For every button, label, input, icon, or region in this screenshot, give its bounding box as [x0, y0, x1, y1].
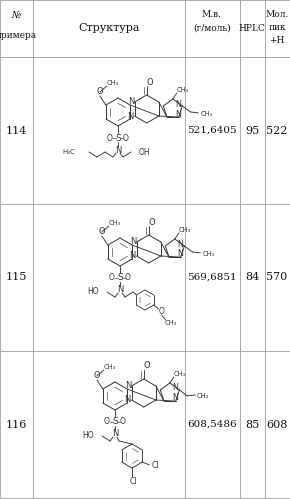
Text: O: O: [94, 370, 100, 380]
Text: Cl: Cl: [129, 477, 137, 486]
Bar: [265, 0, 290, 57]
Text: пик: пик: [268, 22, 286, 31]
Text: Cl: Cl: [152, 462, 159, 471]
Text: O: O: [146, 77, 153, 86]
Text: N: N: [129, 251, 136, 260]
Bar: [240, 204, 265, 351]
Text: N: N: [175, 99, 181, 108]
Text: CH₃: CH₃: [174, 371, 186, 377]
Bar: [33, 204, 185, 351]
Text: HO: HO: [82, 432, 94, 441]
Bar: [265, 57, 290, 204]
Text: 114: 114: [5, 126, 27, 136]
Text: 570: 570: [267, 272, 288, 282]
Text: O: O: [159, 307, 165, 316]
Text: O: O: [107, 134, 113, 143]
Bar: [185, 57, 240, 204]
Bar: [0, 0, 33, 57]
Bar: [185, 0, 240, 57]
Text: (г/моль): (г/моль): [193, 23, 231, 32]
Text: CH₃: CH₃: [177, 87, 189, 93]
Bar: [265, 204, 290, 351]
Bar: [0, 204, 33, 351]
Text: O: O: [123, 134, 129, 143]
Bar: [240, 351, 265, 498]
Text: +H: +H: [269, 35, 285, 44]
Text: O: O: [148, 218, 155, 227]
Bar: [0, 57, 33, 204]
Text: N: N: [124, 396, 131, 405]
Text: 116: 116: [5, 420, 27, 430]
Bar: [33, 351, 185, 498]
Text: №: №: [11, 10, 21, 19]
Text: N: N: [127, 111, 134, 120]
Bar: [0, 351, 33, 498]
Text: Мол.: Мол.: [265, 9, 289, 18]
Text: CH₃: CH₃: [179, 227, 191, 233]
Text: N: N: [112, 430, 118, 439]
Text: CH₃: CH₃: [202, 251, 214, 257]
Bar: [240, 57, 265, 204]
Bar: [33, 0, 185, 57]
Text: Структура: Структура: [78, 23, 140, 33]
Text: N: N: [175, 109, 181, 118]
Text: O: O: [143, 361, 150, 370]
Text: S: S: [117, 273, 123, 282]
Text: O: O: [104, 418, 110, 427]
Bar: [33, 57, 185, 204]
Text: 115: 115: [5, 272, 27, 282]
Text: CH₃: CH₃: [107, 80, 119, 86]
Text: N: N: [172, 394, 178, 403]
Text: N: N: [130, 237, 137, 246]
Text: H₃C: H₃C: [62, 149, 75, 155]
Text: 522: 522: [266, 126, 288, 136]
Text: 569,6851: 569,6851: [187, 273, 237, 282]
Text: 85: 85: [245, 420, 259, 430]
Text: OH: OH: [139, 148, 151, 157]
Text: 608: 608: [266, 420, 288, 430]
Text: 84: 84: [245, 272, 259, 282]
Text: N: N: [125, 381, 132, 390]
Text: N: N: [177, 250, 183, 258]
Text: CH₃: CH₃: [109, 220, 121, 226]
Bar: [265, 351, 290, 498]
Text: O: O: [97, 86, 103, 95]
Bar: [240, 0, 265, 57]
Text: CH₃: CH₃: [104, 364, 116, 370]
Text: HO: HO: [87, 287, 99, 296]
Text: HPLC: HPLC: [239, 23, 265, 32]
Text: N: N: [115, 146, 121, 155]
Text: CH₃: CH₃: [165, 320, 177, 326]
Text: CH₃: CH₃: [196, 393, 209, 399]
Text: N: N: [128, 96, 135, 105]
Text: 608,5486: 608,5486: [187, 420, 237, 429]
Text: S: S: [112, 418, 118, 427]
Text: N: N: [117, 285, 123, 294]
Text: O: O: [99, 227, 105, 236]
Text: примера: примера: [0, 30, 37, 39]
Text: CH₃: CH₃: [200, 111, 212, 117]
Text: 521,6405: 521,6405: [187, 126, 237, 135]
Text: O: O: [125, 273, 131, 282]
Bar: [185, 351, 240, 498]
Text: N: N: [172, 384, 178, 393]
Text: O: O: [109, 273, 115, 282]
Text: 95: 95: [245, 126, 259, 136]
Text: S: S: [115, 134, 121, 143]
Bar: [185, 204, 240, 351]
Text: М.в.: М.в.: [202, 9, 222, 18]
Text: O: O: [120, 418, 126, 427]
Text: N: N: [177, 240, 183, 249]
